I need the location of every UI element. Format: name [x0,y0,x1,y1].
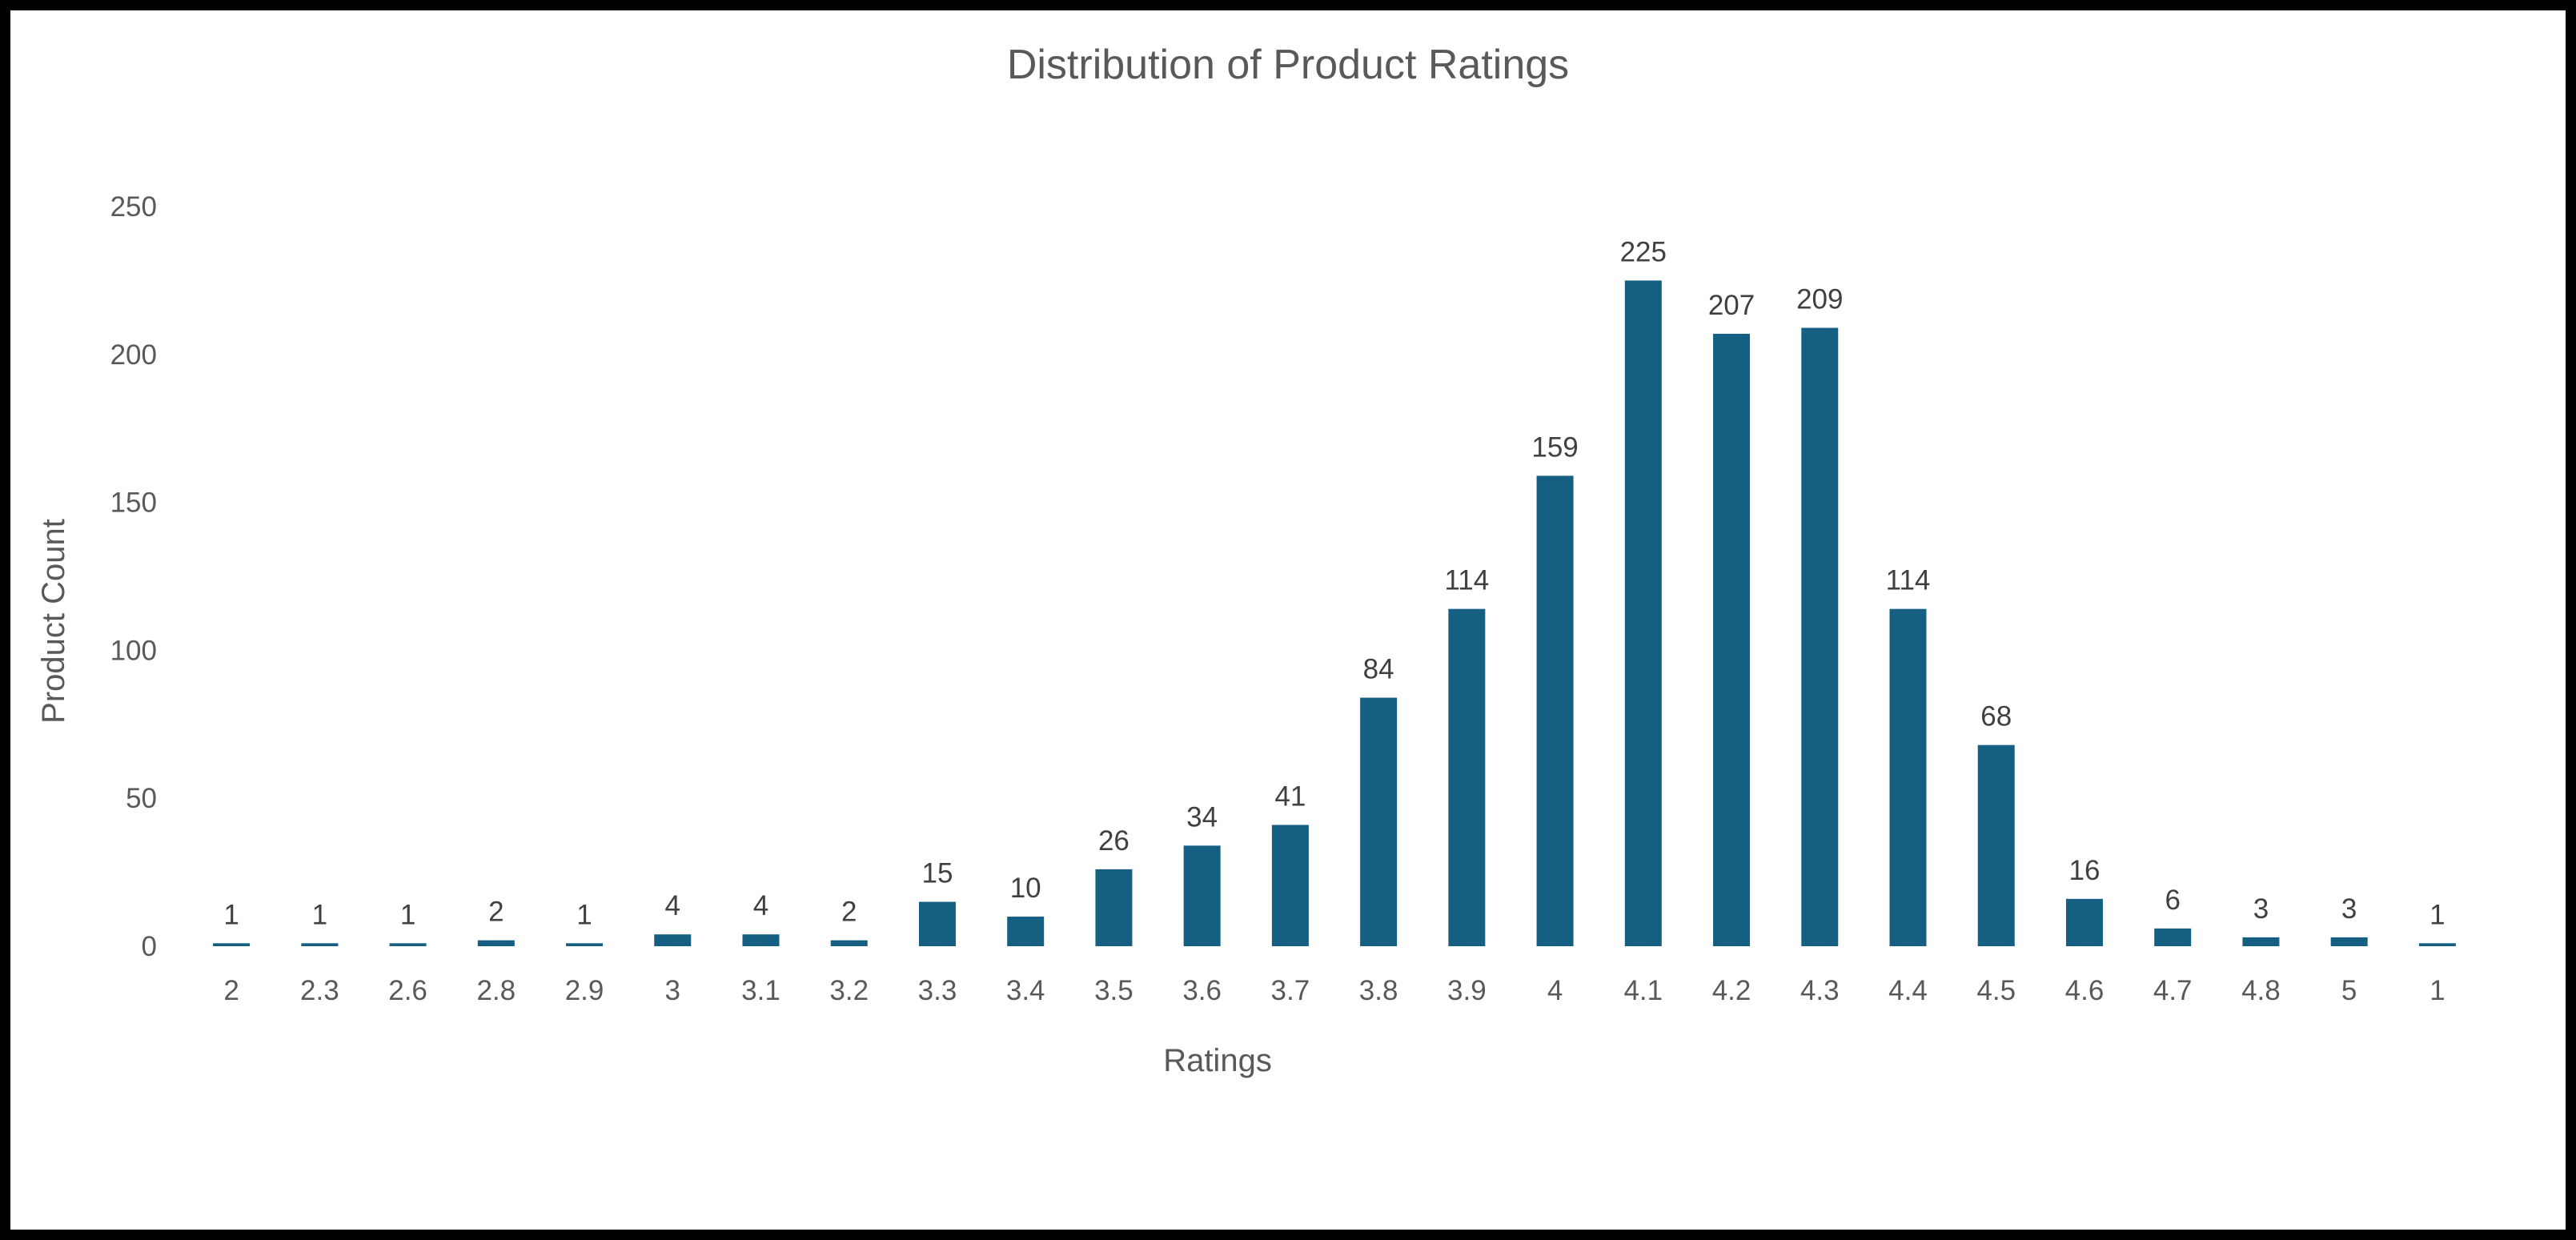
bar-14 [1448,608,1486,946]
bar-20 [1977,744,2015,946]
data-label-6: 4 [753,890,768,921]
bar-24 [2330,937,2368,946]
bar-4 [566,943,604,946]
y-tick-label-3: 150 [110,488,157,519]
x-tick-label-10: 3.5 [1094,975,1134,1006]
bar-11 [1183,845,1221,946]
data-label-0: 1 [223,899,239,930]
data-label-3: 2 [488,897,504,928]
bar-3 [477,940,515,946]
y-tick-label-1: 50 [126,783,157,814]
bar-17 [1713,333,1751,947]
x-tick-label-19: 4.4 [1888,975,1928,1006]
data-label-20: 68 [1980,701,2012,732]
x-tick-label-2: 2.6 [388,975,427,1006]
data-label-24: 3 [2341,893,2357,925]
x-tick-label-17: 4.2 [1712,975,1751,1006]
y-tick-label-0: 0 [142,931,157,962]
x-axis-ticks: 2 2.3 2.6 2.8 2.9 3 3.1 3.2 3.3 3.4 3.5 3.6 3.7 3.8 3.… [223,975,2445,1006]
data-label-17: 207 [1708,290,1755,321]
x-tick-label-3: 2.8 [476,975,516,1006]
bar-18 [1801,327,1839,946]
bar-16 [1624,280,1662,946]
x-tick-label-22: 4.7 [2153,975,2193,1006]
x-tick-label-5: 3 [665,975,680,1006]
x-tick-label-23: 4.8 [2241,975,2281,1006]
data-label-11: 34 [1186,801,1218,833]
data-label-15: 159 [1531,431,1578,463]
data-label-18: 209 [1796,284,1843,315]
data-label-25: 1 [2430,899,2445,930]
data-label-12: 41 [1274,781,1306,812]
x-tick-label-4: 2.9 [565,975,604,1006]
data-label-19: 114 [1886,565,1931,596]
x-axis-title: Ratings [1163,1043,1272,1078]
data-label-5: 4 [665,890,680,921]
data-label-16: 225 [1620,236,1667,267]
chart-title: Distribution of Product Ratings [1007,42,1569,88]
bar-2 [389,943,427,946]
x-tick-label-0: 2 [223,975,239,1006]
x-tick-label-20: 4.5 [1976,975,2016,1006]
x-tick-label-7: 3.2 [829,975,869,1006]
data-labels: 1 1 1 2 1 4 4 2 15 10 26 34 41 84 114 159 225 207 209 114 68… [223,236,2445,930]
x-tick-label-18: 4.3 [1800,975,1840,1006]
bar-10 [1095,869,1133,946]
data-label-13: 84 [1363,654,1394,685]
bar-7 [830,940,868,946]
data-label-8: 15 [921,858,953,889]
bar-8 [918,901,956,946]
data-label-4: 1 [576,899,592,930]
bar-5 [654,934,692,946]
x-tick-label-16: 4.1 [1623,975,1663,1006]
y-tick-label-4: 200 [110,339,157,371]
x-tick-label-14: 3.9 [1447,975,1487,1006]
bar-19 [1889,608,1927,946]
x-tick-label-12: 3.7 [1271,975,1310,1006]
bar-6 [742,934,780,946]
y-tick-label-2: 100 [110,635,157,666]
bar-0 [213,943,251,946]
x-tick-label-6: 3.1 [741,975,780,1006]
data-label-21: 16 [2068,855,2100,886]
x-tick-label-13: 3.8 [1359,975,1398,1006]
data-label-9: 10 [1010,873,1041,904]
x-tick-label-21: 4.6 [2065,975,2105,1006]
bar-23 [2242,937,2280,946]
bar-12 [1271,825,1309,946]
bar-13 [1360,697,1398,946]
x-tick-label-8: 3.3 [918,975,957,1006]
bar-series [213,280,2456,947]
x-tick-label-11: 3.6 [1182,975,1222,1006]
data-label-1: 1 [312,899,327,930]
data-label-14: 114 [1444,565,1489,596]
y-axis-ticks: 0 50 100 150 200 250 [110,191,157,962]
bar-25 [2418,943,2456,946]
data-label-10: 26 [1098,825,1130,857]
bar-1 [301,943,339,946]
y-axis-title: Product Count [36,519,71,724]
x-tick-label-15: 4 [1547,975,1563,1006]
y-tick-label-5: 250 [110,191,157,223]
data-label-23: 3 [2253,893,2269,925]
data-label-22: 6 [2165,885,2180,916]
data-label-2: 1 [400,899,415,930]
bar-9 [1007,917,1045,946]
data-label-7: 2 [841,897,857,928]
x-tick-label-9: 3.4 [1006,975,1045,1006]
bar-22 [2154,928,2192,946]
x-tick-label-24: 5 [2341,975,2357,1006]
x-tick-label-1: 2.3 [300,975,339,1006]
bar-15 [1536,476,1574,946]
x-tick-label-25: 1 [2430,975,2445,1006]
bar-21 [2065,898,2103,946]
